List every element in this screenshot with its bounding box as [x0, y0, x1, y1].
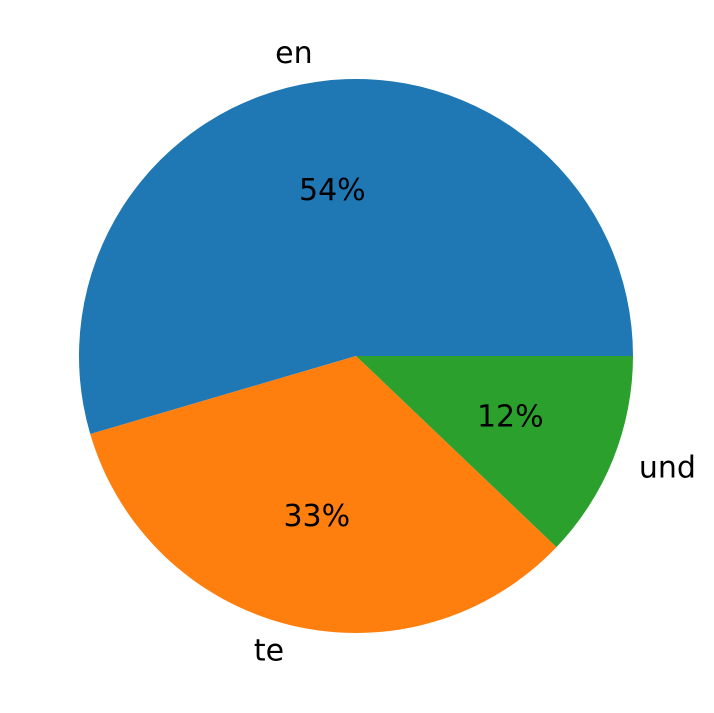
- value-label: 33%: [283, 499, 350, 534]
- pie-slice: [356, 356, 633, 548]
- pie-slice: [78, 78, 633, 435]
- slice-label: und: [639, 451, 696, 486]
- slice-label: te: [254, 634, 284, 669]
- value-label: 12%: [477, 399, 544, 434]
- value-label: 54%: [299, 173, 366, 208]
- pie-slice: [90, 356, 557, 633]
- slice-label: en: [275, 36, 312, 71]
